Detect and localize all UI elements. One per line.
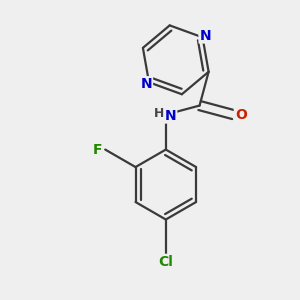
Text: O: O <box>235 108 247 122</box>
Text: N: N <box>200 28 211 43</box>
Text: Cl: Cl <box>158 255 173 269</box>
Text: N: N <box>165 109 176 122</box>
Text: F: F <box>93 142 103 157</box>
Text: H: H <box>154 107 164 120</box>
Text: N: N <box>140 77 152 91</box>
